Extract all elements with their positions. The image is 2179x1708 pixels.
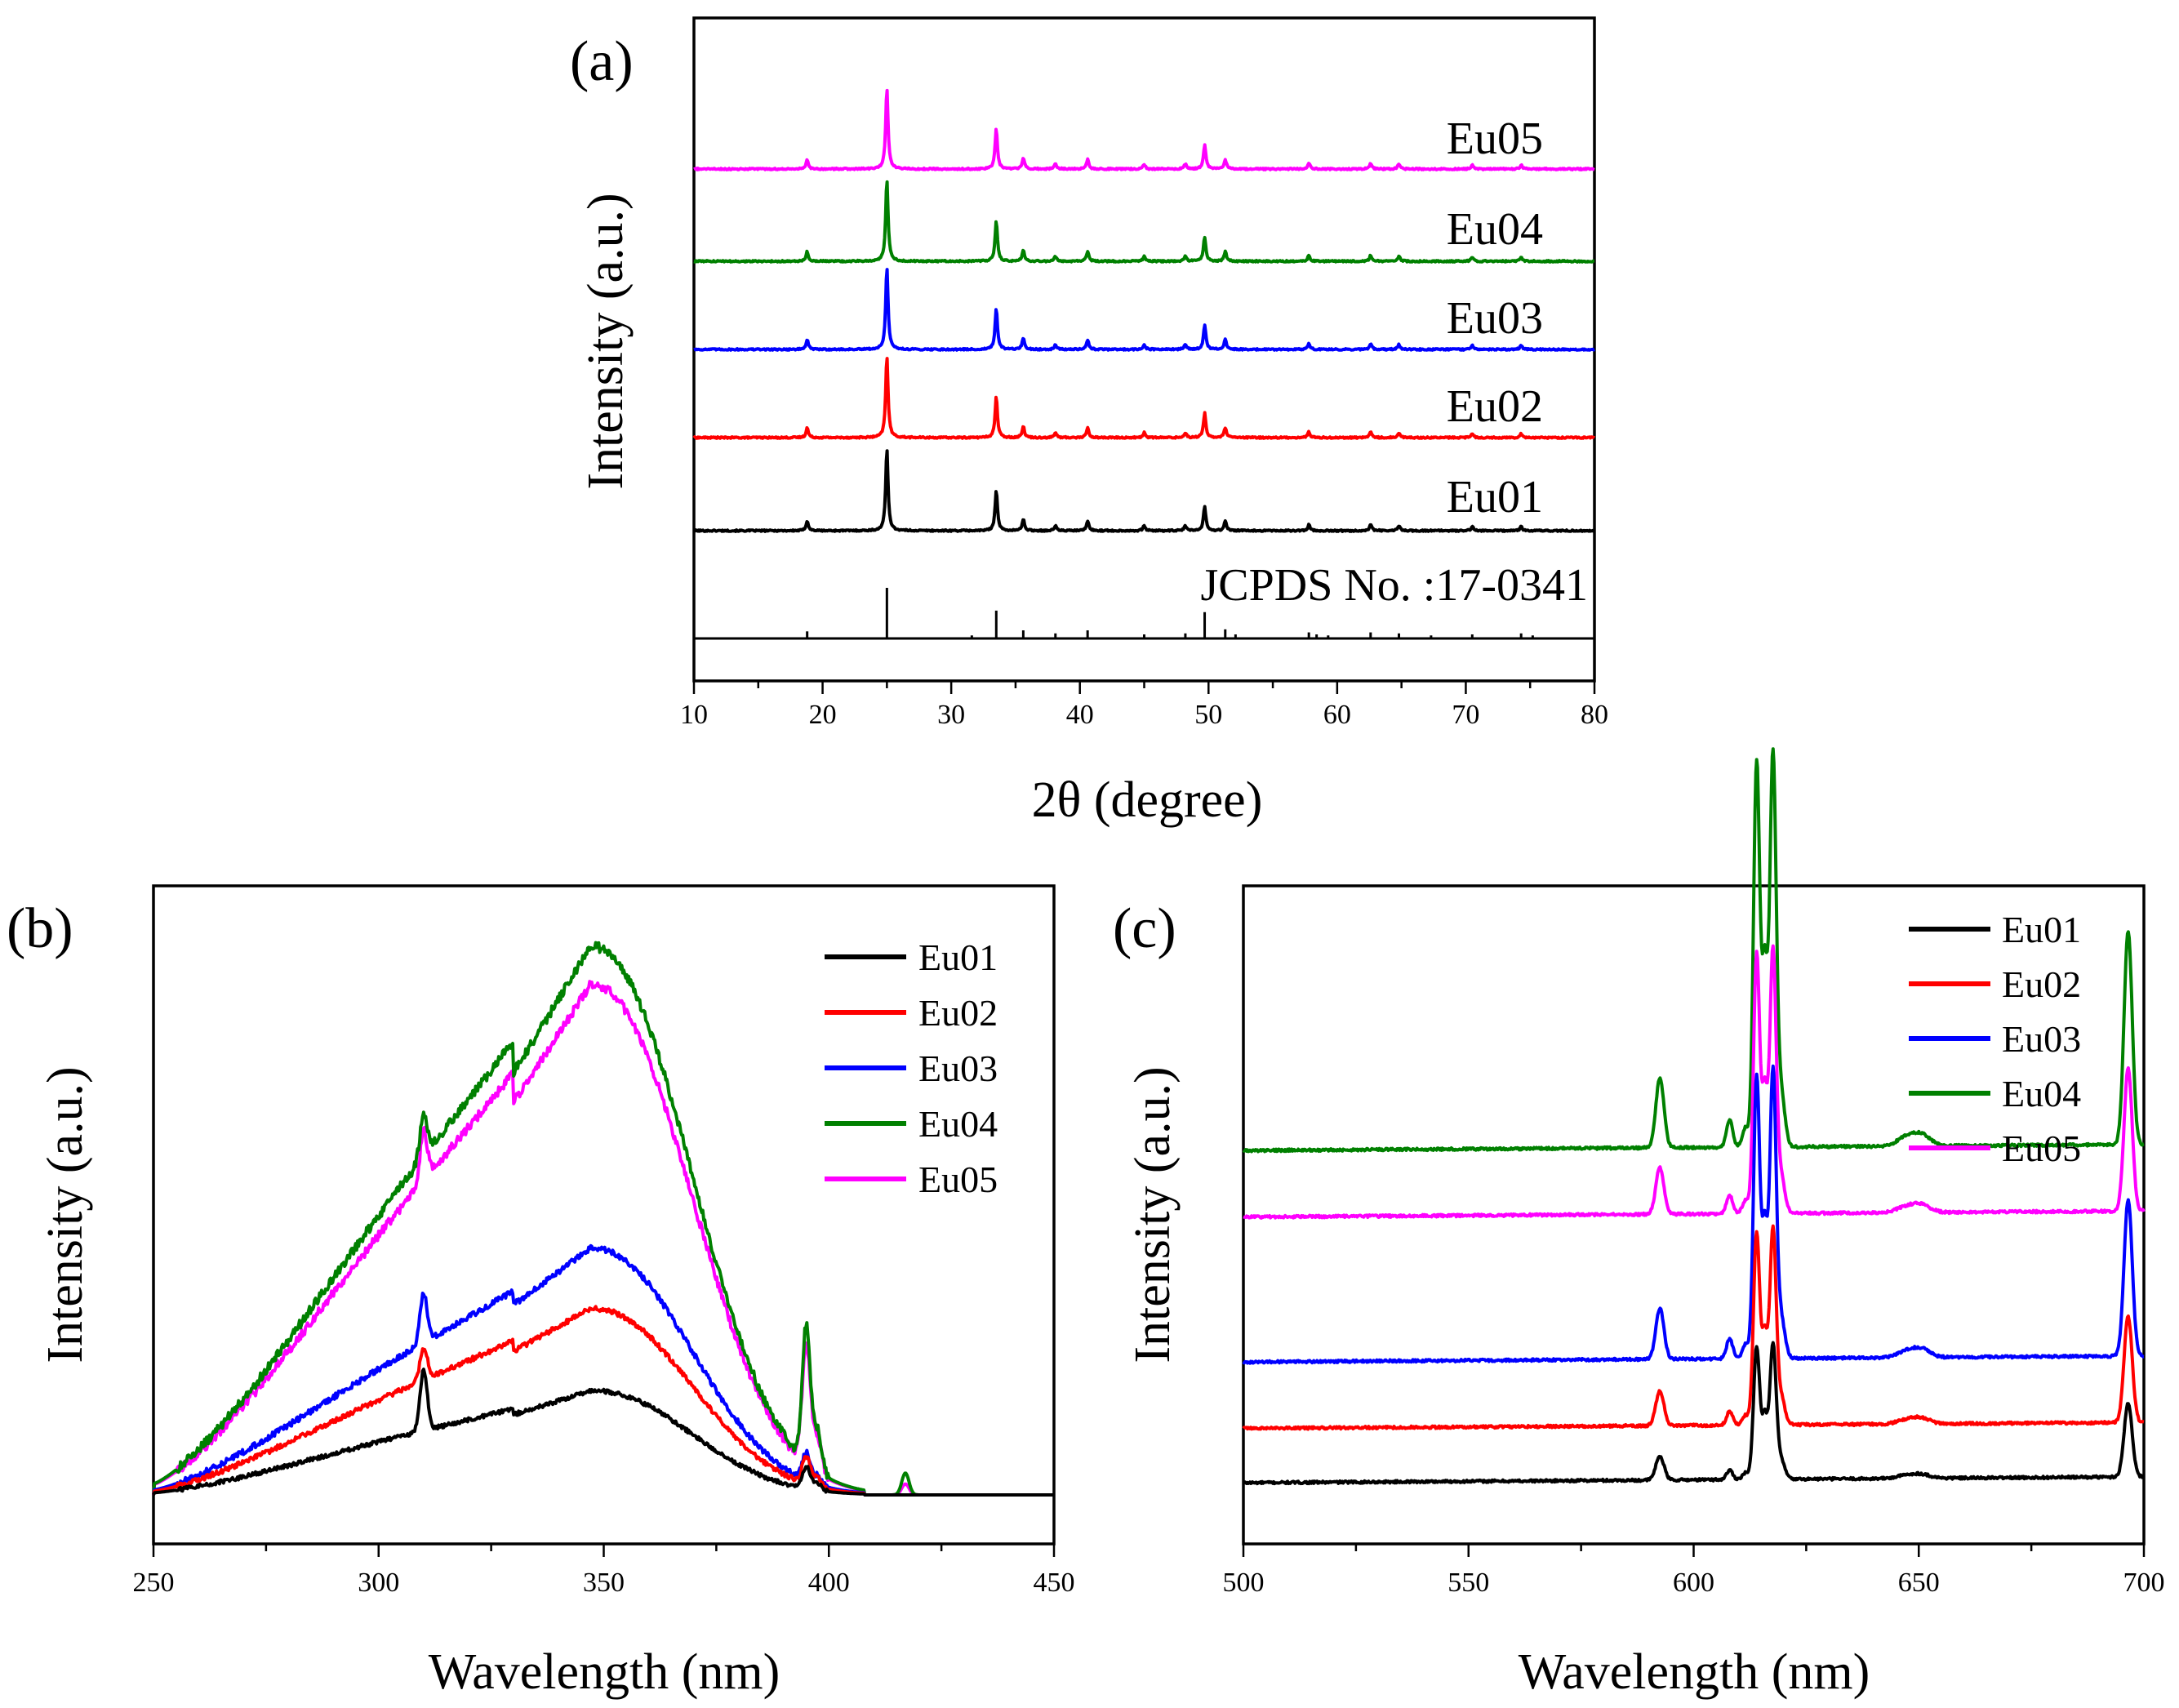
- c-curve-eu03: [1242, 1064, 2145, 1365]
- c-tick-label: 650: [1898, 1568, 1940, 1598]
- a-label-eu05: Eu05: [1447, 113, 1543, 164]
- c-legend-eu05: Eu05: [2002, 1128, 2081, 1169]
- b-legend-eu03: Eu03: [918, 1047, 998, 1089]
- c-curve-eu02: [1242, 1224, 2145, 1431]
- c-tick-label: 500: [1223, 1568, 1265, 1598]
- c-legend-eu01: Eu01: [2002, 909, 2081, 950]
- panel-b-curves: [152, 941, 1055, 1497]
- a-reference-label: JCPDS No. :17-0341: [1200, 560, 1588, 611]
- a-label-eu01: Eu01: [1447, 472, 1543, 523]
- c-curve-eu01: [1242, 1341, 2145, 1486]
- a-ylabel: Intensity (a.u.): [578, 193, 634, 489]
- c-curve-eu05: [1243, 944, 2146, 1220]
- panel-c-ticks: 500 550 600 650 700: [1223, 1544, 2165, 1598]
- b-curve-eu01: [152, 1368, 1055, 1497]
- a-curve-eu04: [693, 180, 1595, 264]
- a-tick-label: 40: [1066, 700, 1094, 730]
- b-curve-eu04: [152, 941, 1055, 1497]
- b-tick-label: 400: [808, 1568, 850, 1598]
- b-legend-eu02: Eu02: [918, 992, 998, 1034]
- a-tick-label: 70: [1452, 700, 1479, 730]
- a-tick-label: 60: [1323, 700, 1351, 730]
- b-tick-label: 450: [1034, 1568, 1075, 1598]
- c-legend-eu03: Eu03: [2002, 1018, 2081, 1060]
- panel-c-legend: Eu01 Eu02 Eu03 Eu04 Eu05: [1909, 909, 2081, 1169]
- a-xlabel: 2θ (degree): [1032, 772, 1263, 828]
- a-tick-label: 80: [1581, 700, 1608, 730]
- a-tick-label: 30: [937, 700, 965, 730]
- b-legend-eu01: Eu01: [918, 936, 998, 978]
- panel-a-ticks: 10 20 30 40 50 60 70 80: [680, 681, 1608, 730]
- panel-a-xrd: (a) 10 20 30 40 50 60 70 80 Eu05 Eu04 Eu03 Eu02…: [570, 16, 1608, 828]
- b-curve-eu05: [152, 980, 1055, 1497]
- panel-a-label: (a): [570, 30, 634, 93]
- panel-c-emission: (c) 500 550 600 650 700 Eu01 Eu02 Eu03 Eu04 …: [1113, 747, 2165, 1700]
- a-label-eu04: Eu04: [1447, 204, 1543, 255]
- b-xlabel: Wavelength (nm): [429, 1644, 780, 1700]
- b-ylabel: Intensity (a.u.): [38, 1066, 93, 1363]
- a-tick-label: 50: [1194, 700, 1222, 730]
- a-curve-eu05: [693, 88, 1595, 171]
- c-legend-eu04: Eu04: [2002, 1073, 2081, 1114]
- panel-a-curves: [692, 88, 1596, 640]
- a-tick-label: 10: [680, 700, 708, 730]
- b-tick-label: 250: [133, 1568, 175, 1598]
- c-tick-label: 700: [2123, 1568, 2165, 1598]
- a-curve-eu03: [693, 268, 1596, 352]
- a-label-eu02: Eu02: [1447, 381, 1543, 432]
- panel-b-label: (b): [7, 897, 73, 960]
- b-tick-label: 300: [358, 1568, 399, 1598]
- a-curve-eu02: [692, 357, 1596, 440]
- panel-c-curves: [1242, 747, 2146, 1486]
- a-tick-label: 20: [809, 700, 837, 730]
- b-legend-eu04: Eu04: [918, 1103, 998, 1145]
- panel-b-legend: Eu01 Eu02 Eu03 Eu04 Eu05: [825, 936, 998, 1200]
- c-legend-eu02: Eu02: [2002, 963, 2081, 1005]
- panel-b-frame: [152, 884, 1056, 1546]
- c-ylabel: Intensity (a.u.): [1125, 1066, 1181, 1363]
- c-xlabel: Wavelength (nm): [1519, 1644, 1870, 1700]
- a-label-eu03: Eu03: [1447, 293, 1543, 344]
- c-tick-label: 550: [1447, 1568, 1489, 1598]
- panel-b-ticks: 250 300 350 400 450: [133, 1544, 1075, 1598]
- a-curve-eu01: [693, 449, 1595, 533]
- b-curve-eu03: [152, 1243, 1055, 1497]
- panel-b-excitation: (b) 250 300 350 400 450 Eu01 Eu02 Eu03 Eu04 …: [7, 884, 1075, 1700]
- b-tick-label: 350: [583, 1568, 625, 1598]
- c-curve-eu04: [1242, 747, 2145, 1154]
- c-tick-label: 600: [1673, 1568, 1714, 1598]
- panel-a-series-labels: Eu05 Eu04 Eu03 Eu02 Eu01 JCPDS No. :17-0…: [1200, 113, 1588, 611]
- b-legend-eu05: Eu05: [918, 1159, 998, 1200]
- panel-c-label: (c): [1113, 897, 1176, 960]
